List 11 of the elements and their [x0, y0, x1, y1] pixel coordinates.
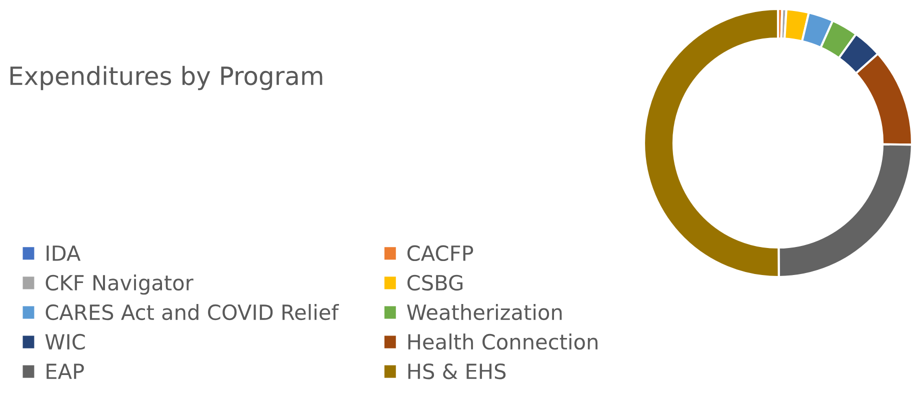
legend-label: EAP [46, 364, 84, 379]
legend-label: HS & EHS [408, 363, 506, 380]
legend-label: Health Connection [408, 334, 598, 350]
legend-label: WIC [45, 334, 85, 350]
legend-label: CARES Act and COVID Relief [46, 304, 339, 320]
legend-label: CKF Navigator [46, 274, 194, 295]
legend-label: CSBG [407, 274, 462, 291]
legend-label: CACFP [407, 245, 474, 262]
legend-label: Weatherization [406, 304, 562, 320]
text: Expenditures by Program [10, 66, 322, 90]
legend-label: IDA [46, 246, 81, 261]
